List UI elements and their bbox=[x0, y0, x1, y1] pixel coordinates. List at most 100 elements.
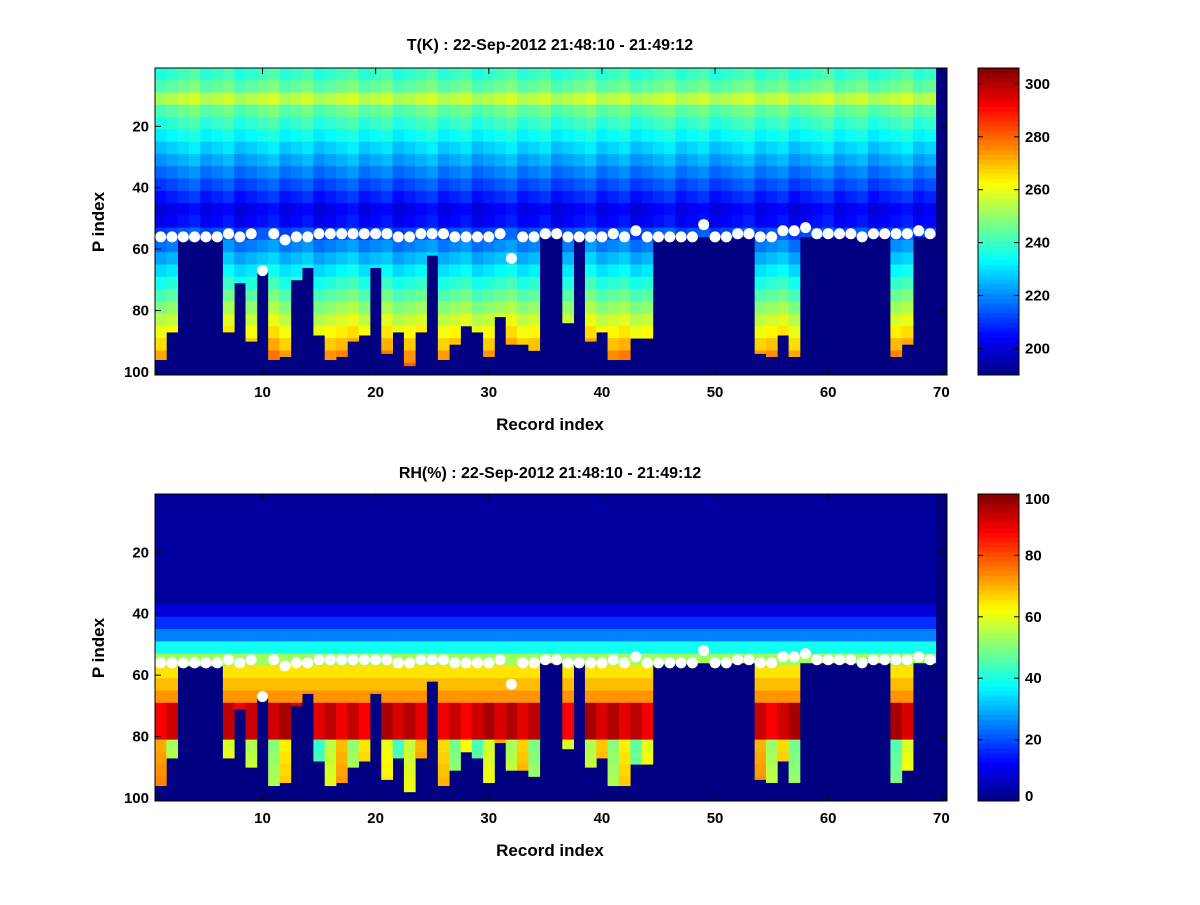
heatmap-cell bbox=[788, 92, 801, 106]
heatmap-cell bbox=[494, 178, 507, 192]
heatmap-cell bbox=[845, 129, 857, 143]
heatmap-cell bbox=[200, 203, 212, 216]
heatmap-cell bbox=[630, 276, 642, 290]
heatmap-cell bbox=[686, 592, 699, 605]
level-marker bbox=[720, 657, 732, 669]
heatmap-cell bbox=[867, 80, 880, 93]
heatmap-cell bbox=[155, 555, 167, 569]
heatmap-cell bbox=[415, 289, 427, 302]
heatmap-cell bbox=[234, 252, 246, 265]
colorbar-swatch bbox=[978, 628, 1019, 634]
colorbar-swatch bbox=[978, 115, 1019, 122]
heatmap-cell bbox=[268, 543, 280, 556]
heatmap-cell bbox=[415, 276, 427, 290]
heatmap-cells bbox=[155, 494, 947, 801]
heatmap-cell bbox=[347, 567, 360, 581]
heatmap-cell bbox=[618, 203, 631, 216]
heatmap-cell bbox=[630, 616, 642, 630]
heatmap-cell bbox=[517, 166, 529, 179]
heatmap-cell bbox=[347, 141, 360, 155]
heatmap-cell bbox=[596, 665, 608, 679]
heatmap-cell bbox=[517, 92, 529, 106]
heatmap-cell bbox=[675, 92, 688, 106]
heatmap-cell bbox=[449, 68, 461, 81]
colorbar-swatch bbox=[978, 575, 1019, 581]
level-marker bbox=[641, 657, 653, 669]
heatmap-cell bbox=[200, 190, 212, 204]
heatmap-cell bbox=[505, 129, 518, 143]
heatmap-cell bbox=[245, 518, 258, 532]
heatmap-cell bbox=[822, 494, 835, 507]
colorbar-swatch bbox=[978, 695, 1019, 701]
heatmap-cell bbox=[754, 338, 767, 351]
heatmap-cell bbox=[833, 80, 846, 93]
heatmap-cell bbox=[290, 129, 303, 143]
heatmap-cell bbox=[166, 555, 179, 569]
heatmap-cell bbox=[652, 592, 665, 605]
colorbar-swatch bbox=[978, 637, 1019, 644]
level-marker bbox=[879, 654, 891, 666]
heatmap-cell bbox=[392, 301, 405, 314]
heatmap-cell bbox=[732, 616, 744, 630]
heatmap-cell bbox=[664, 641, 676, 655]
heatmap-cell bbox=[698, 616, 710, 630]
heatmap-cell bbox=[551, 117, 563, 130]
heatmap-cell bbox=[279, 239, 292, 253]
heatmap-cell bbox=[879, 215, 891, 229]
x-tick-label: 60 bbox=[820, 810, 837, 827]
heatmap-cell bbox=[369, 494, 382, 507]
colorbar-swatch bbox=[978, 77, 1019, 83]
heatmap-cell bbox=[618, 153, 631, 167]
level-marker bbox=[913, 651, 925, 663]
heatmap-cell bbox=[788, 629, 801, 642]
heatmap-cell bbox=[155, 641, 167, 655]
heatmap-cell bbox=[460, 276, 473, 290]
heatmap-cell bbox=[562, 715, 575, 728]
heatmap-cell bbox=[155, 215, 167, 229]
heatmap-cell bbox=[279, 530, 292, 544]
heatmap-cell bbox=[494, 117, 507, 130]
heatmap-cell bbox=[381, 506, 393, 519]
heatmap-cell bbox=[279, 117, 292, 130]
heatmap-cell bbox=[415, 604, 427, 618]
heatmap-cell bbox=[392, 276, 405, 290]
heatmap-cell bbox=[200, 530, 212, 544]
heatmap-cell bbox=[867, 555, 880, 569]
heatmap-cell bbox=[200, 641, 212, 655]
heatmap-cell bbox=[245, 252, 258, 265]
heatmap-cell bbox=[381, 203, 393, 216]
heatmap-cell bbox=[573, 506, 586, 519]
heatmap-cell bbox=[777, 604, 789, 618]
heatmap-cell bbox=[505, 227, 518, 241]
heatmap-cell bbox=[324, 153, 337, 167]
heatmap-cell bbox=[471, 80, 484, 93]
heatmap-cell bbox=[222, 678, 235, 691]
heatmap-cell bbox=[381, 178, 393, 192]
heatmap-cell bbox=[641, 506, 654, 519]
heatmap-cell bbox=[743, 203, 756, 216]
heatmap-cell bbox=[336, 727, 348, 740]
heatmap-cell bbox=[415, 203, 427, 216]
heatmap-cell bbox=[686, 104, 699, 118]
heatmap-cell bbox=[234, 80, 246, 93]
heatmap-cell bbox=[403, 567, 416, 581]
heatmap-cell bbox=[517, 604, 529, 618]
heatmap-cell bbox=[913, 178, 925, 192]
level-marker bbox=[223, 228, 235, 240]
heatmap-cell bbox=[811, 518, 823, 532]
heatmap-cell bbox=[777, 616, 789, 630]
heatmap-cell bbox=[290, 506, 303, 519]
heatmap-cell bbox=[222, 629, 235, 642]
heatmap-cell bbox=[234, 190, 246, 204]
heatmap-cell bbox=[483, 727, 495, 740]
heatmap-cell bbox=[562, 153, 575, 167]
heatmap-cell bbox=[222, 702, 235, 716]
heatmap-cell bbox=[788, 80, 801, 93]
heatmap-cell bbox=[754, 276, 767, 290]
heatmap-cell bbox=[754, 678, 767, 691]
heatmap-cell bbox=[641, 325, 654, 339]
y-tick-label: 40 bbox=[132, 606, 149, 623]
heatmap-cell bbox=[358, 604, 371, 618]
heatmap-cell bbox=[754, 739, 767, 753]
